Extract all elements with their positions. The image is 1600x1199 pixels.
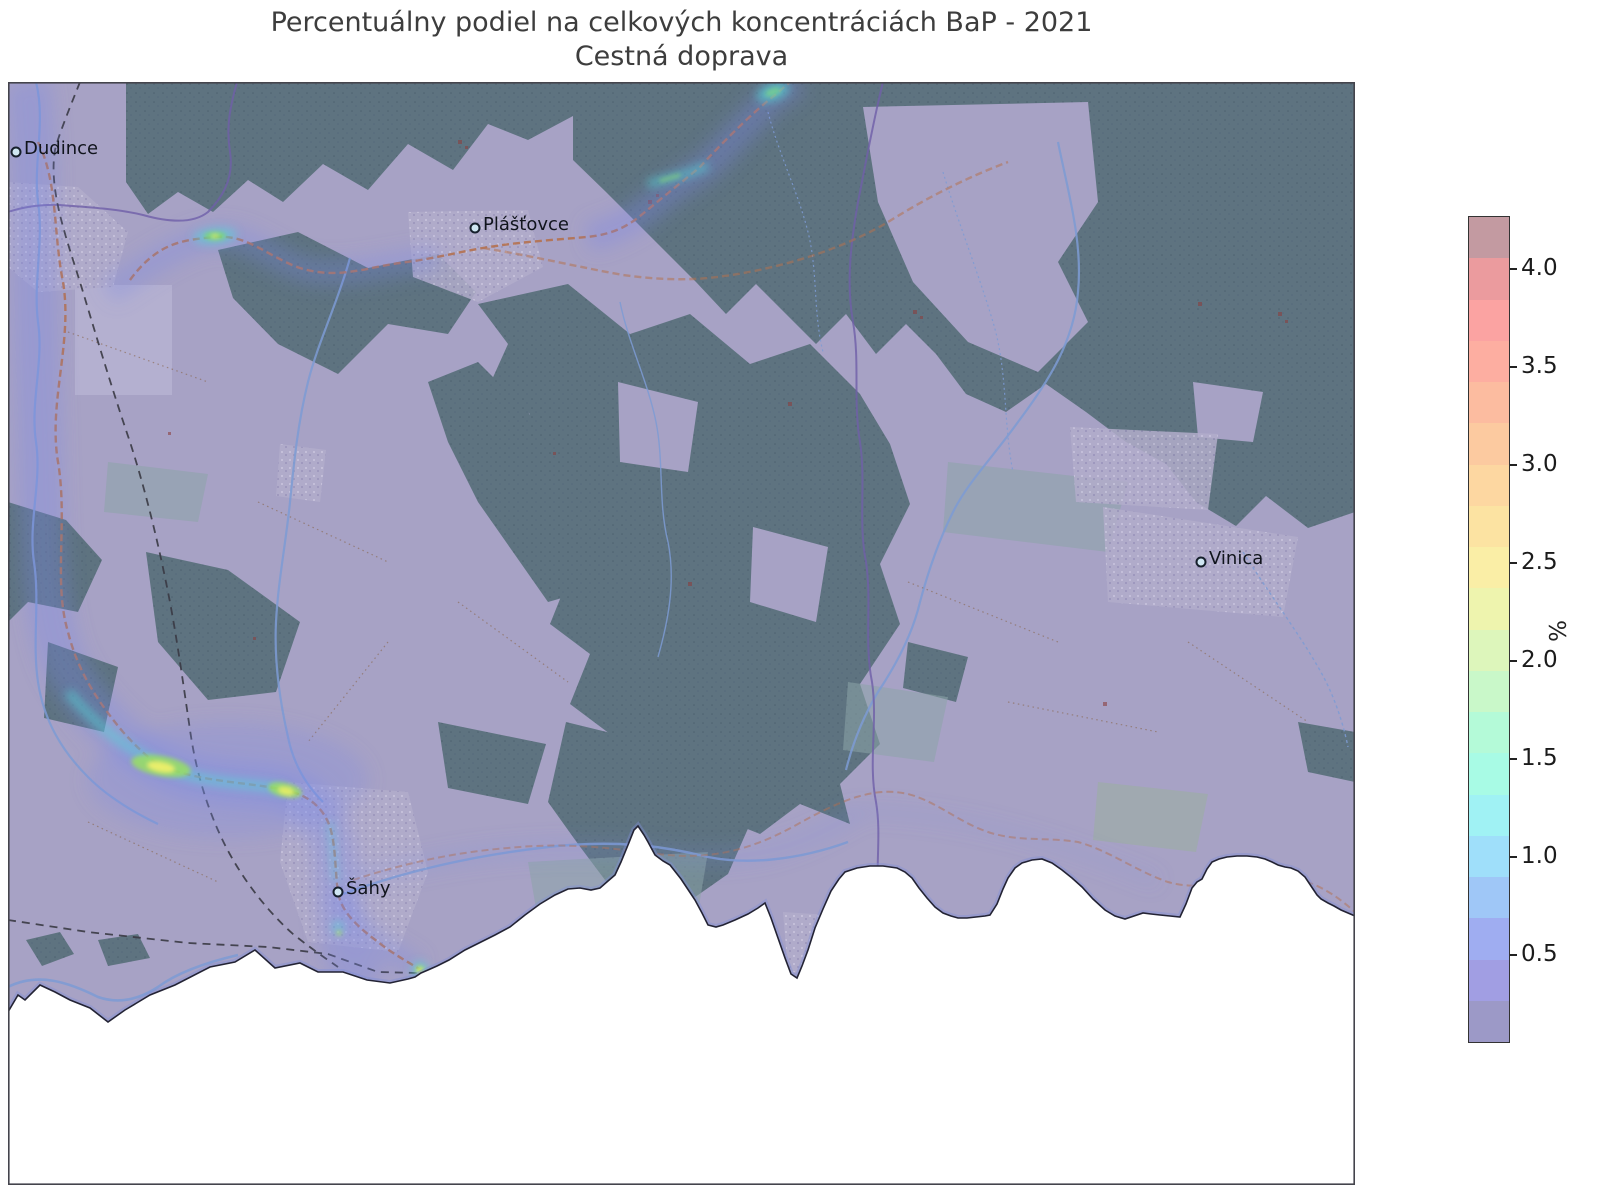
colorbar-segment <box>1469 712 1509 754</box>
colorbar-segment <box>1469 877 1509 919</box>
colorbar-tickmark <box>1510 660 1517 662</box>
colorbar-tick-label: 0.5 <box>1521 941 1558 967</box>
colorbar-tickmark <box>1510 562 1517 564</box>
colorbar-tickmark <box>1510 758 1517 760</box>
colorbar-tickmark <box>1510 366 1517 368</box>
colorbar-segment <box>1469 258 1509 300</box>
colorbar-tick-label: 3.5 <box>1521 353 1558 379</box>
colorbar-tick-label: 2.0 <box>1521 647 1558 673</box>
colorbar-segment <box>1469 464 1509 506</box>
city-marker <box>1195 556 1207 568</box>
colorbar <box>1468 216 1510 1043</box>
title-line-1: Percentuálny podiel na celkových koncent… <box>270 7 1093 38</box>
colorbar-tick-label: 4.0 <box>1521 255 1558 281</box>
figure-title: Percentuálny podiel na celkových koncent… <box>8 6 1355 74</box>
colorbar-tickmark <box>1510 464 1517 466</box>
field-tracks <box>67 331 1309 883</box>
colorbar-tick-label: 1.0 <box>1521 843 1558 869</box>
map-canvas: Dudince Plášťovce Vinica Šahy <box>8 82 1355 1185</box>
colorbar-segment <box>1469 959 1509 1001</box>
colorbar-segment <box>1469 629 1509 671</box>
colorbar-segment <box>1469 423 1509 465</box>
city-markers: Dudince Plášťovce Vinica Šahy <box>10 138 1263 899</box>
hungary-white-mask <box>8 824 1355 1185</box>
colorbar-segment <box>1469 753 1509 795</box>
colorbar-segment <box>1469 670 1509 712</box>
colorbar-segment <box>1469 299 1509 341</box>
colorbar-segment <box>1469 918 1509 960</box>
colorbar-tickmark <box>1510 856 1517 858</box>
city-label: Šahy <box>346 877 391 899</box>
colorbar-segment <box>1469 340 1509 382</box>
colorbar-segment <box>1469 547 1509 589</box>
city-marker <box>10 146 22 158</box>
railways <box>8 82 419 974</box>
colorbar-segment <box>1469 217 1509 259</box>
colorbar-segment <box>1469 505 1509 547</box>
colorbar-segment <box>1469 794 1509 836</box>
admin-boundaries <box>8 82 884 906</box>
city-label: Vinica <box>1209 548 1263 569</box>
state-border-line <box>8 824 1355 1023</box>
title-line-2: Cestná doprava <box>574 41 789 72</box>
colorbar-segment <box>1469 1000 1509 1042</box>
colorbar-tick-label: 1.5 <box>1521 745 1558 771</box>
map-frame <box>8 82 1355 1185</box>
city-label: Plášťovce <box>483 214 569 235</box>
colorbar-segment <box>1469 588 1509 630</box>
city-label: Dudince <box>24 138 98 159</box>
colorbar-segment <box>1469 382 1509 424</box>
colorbar-unit-label: % <box>1545 620 1572 642</box>
colorbar-tickmark <box>1510 268 1517 270</box>
city-marker <box>332 886 344 898</box>
raster-artifact-square <box>75 285 172 395</box>
city-marker <box>469 222 481 234</box>
heat-overlay <box>8 82 1161 1001</box>
colorbar-tickmark <box>1510 954 1517 956</box>
colorbar-tick-label: 2.5 <box>1521 549 1558 575</box>
colorbar-tick-label: 3.0 <box>1521 451 1558 477</box>
colorbar-segment <box>1469 835 1509 877</box>
